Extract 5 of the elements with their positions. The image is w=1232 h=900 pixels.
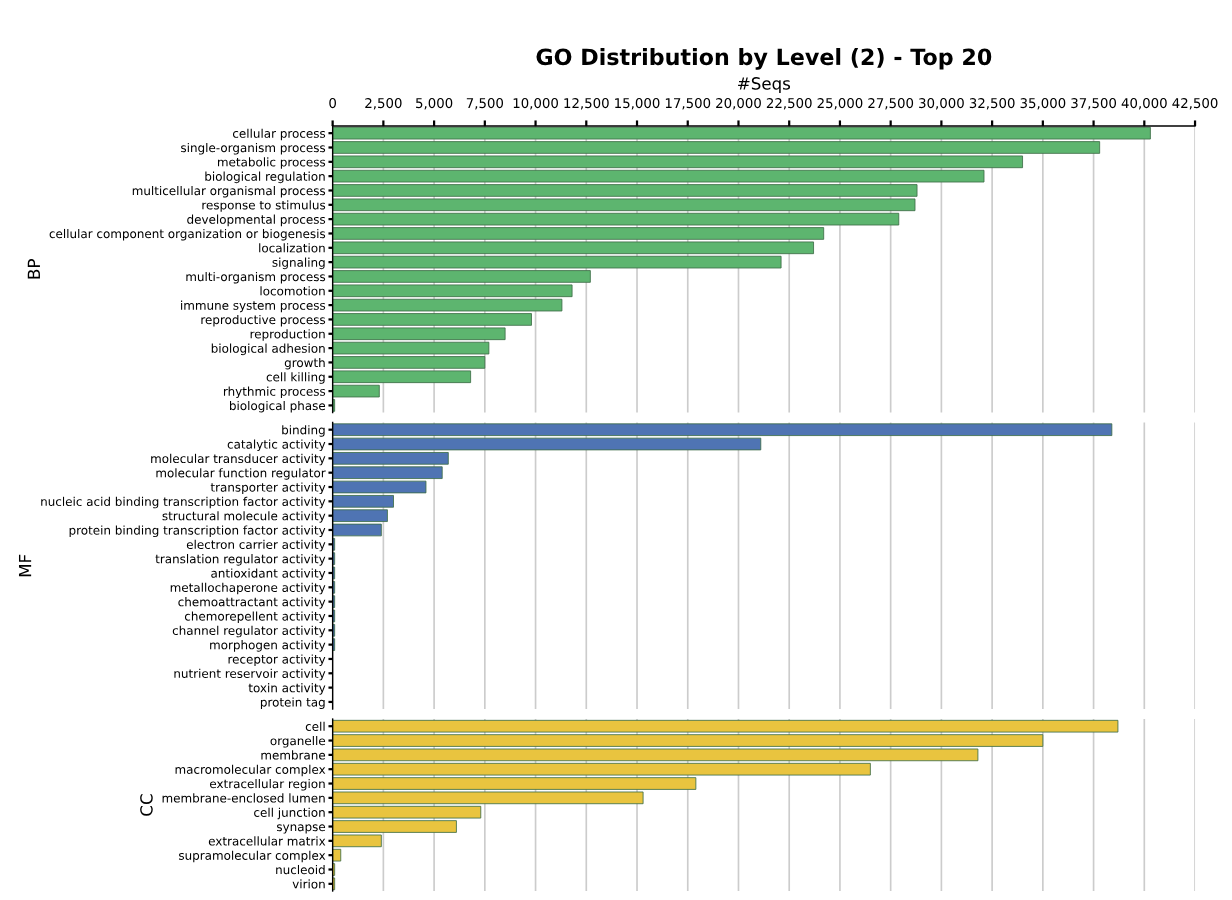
chart-title: GO Distribution by Level (2) - Top 20 (536, 48, 992, 70)
y-axis-title: CC (140, 794, 153, 816)
y-axis-title: BP (27, 259, 40, 279)
x-axis-title: #Seqs (738, 77, 791, 93)
y-axis-title: MF (18, 554, 32, 577)
